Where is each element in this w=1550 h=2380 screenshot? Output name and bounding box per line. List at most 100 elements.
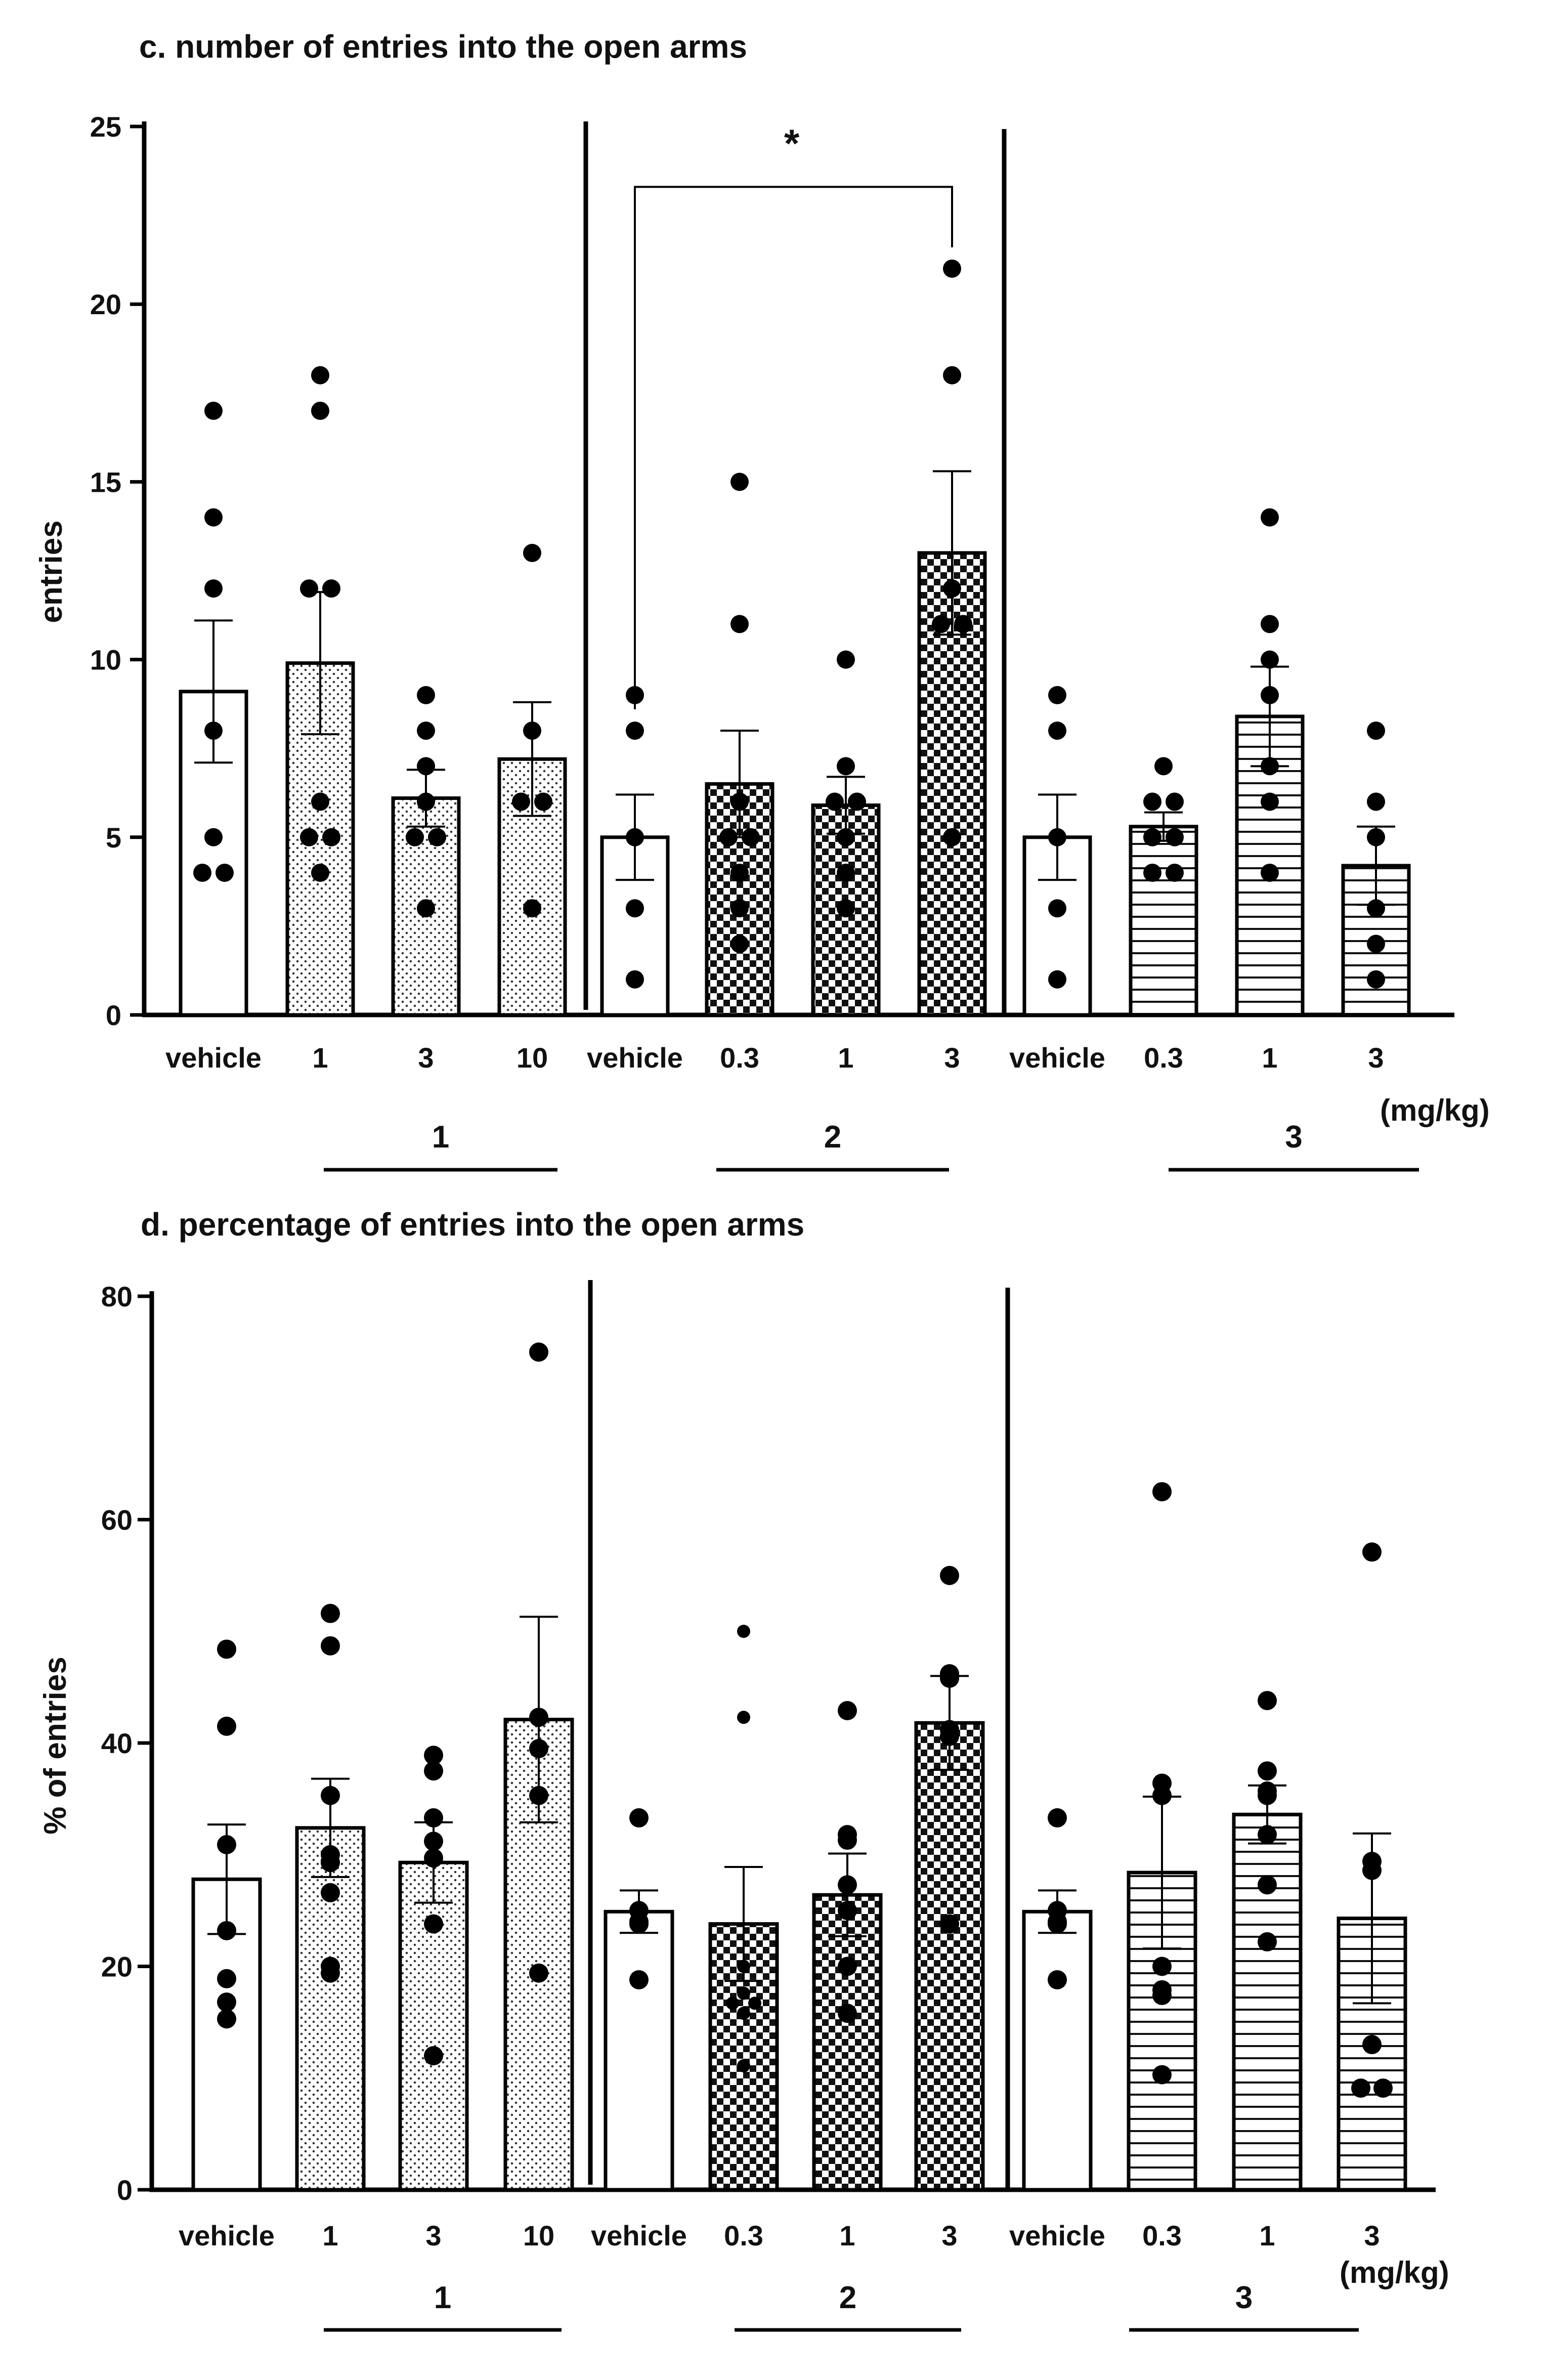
data-point <box>1367 721 1385 740</box>
x-tick-label: 0.3 <box>1144 1042 1183 1074</box>
x-tick-label: vehicle <box>165 1042 262 1074</box>
data-point <box>1143 864 1161 882</box>
data-point <box>529 1786 548 1805</box>
x-tick-label: 3 <box>1364 2220 1380 2251</box>
data-point <box>940 1726 959 1746</box>
x-tick-label: 3 <box>1368 1042 1384 1074</box>
bar <box>914 1721 985 2192</box>
group-label: 3 <box>1235 2280 1253 2315</box>
data-point <box>217 1921 236 1940</box>
data-point <box>417 792 435 811</box>
data-point <box>1143 828 1161 846</box>
y-tick-label: 80 <box>101 1281 133 1312</box>
data-point <box>1367 828 1385 846</box>
data-point <box>321 1963 340 1983</box>
data-point <box>940 1565 959 1585</box>
data-point <box>204 579 223 598</box>
data-point <box>1048 1808 1067 1828</box>
data-point <box>534 792 552 811</box>
data-point <box>954 615 972 633</box>
data-point <box>311 792 329 811</box>
data-point <box>529 1342 548 1362</box>
data-point <box>523 721 541 740</box>
data-point <box>737 1960 750 1973</box>
data-point <box>626 899 644 918</box>
data-point <box>193 864 211 882</box>
y-tick-label: 0 <box>106 999 121 1031</box>
data-point <box>217 1992 236 2012</box>
y-tick-label: 20 <box>90 288 121 320</box>
data-point <box>217 1716 236 1736</box>
data-point <box>424 1832 443 1851</box>
data-point <box>216 864 234 882</box>
data-point <box>1261 792 1279 811</box>
data-point <box>719 828 738 846</box>
x-tick-label: 10 <box>516 1042 548 1074</box>
data-point <box>730 473 749 491</box>
data-point <box>1258 1825 1277 1845</box>
significance-bracket <box>634 186 953 709</box>
bar <box>604 1909 674 2192</box>
data-point <box>217 1639 236 1659</box>
data-point <box>838 1957 857 1976</box>
data-point <box>1166 828 1184 846</box>
bar <box>1232 1812 1303 2192</box>
data-point <box>730 864 749 882</box>
data-point <box>1154 757 1173 776</box>
data-point <box>417 686 435 704</box>
data-point <box>737 1625 750 1638</box>
bar <box>398 1860 469 2192</box>
data-point <box>1351 2078 1370 2098</box>
data-point <box>626 721 644 740</box>
x-tick-label: 0.3 <box>720 1042 759 1074</box>
data-point <box>940 1668 959 1688</box>
data-point <box>1362 2035 1382 2055</box>
data-point <box>1143 792 1161 811</box>
data-point <box>730 899 749 918</box>
data-point <box>321 1636 340 1655</box>
data-point <box>838 2004 857 2023</box>
data-point <box>204 828 223 846</box>
chart-c-unit-label: (mg/kg) <box>1380 1093 1490 1127</box>
data-point <box>417 757 435 776</box>
data-point <box>1261 650 1279 669</box>
data-point <box>300 579 318 598</box>
data-point <box>1362 1542 1382 1562</box>
data-point <box>321 1853 340 1873</box>
y-tick-label: 0 <box>117 2174 133 2206</box>
data-point <box>217 2009 236 2029</box>
data-point <box>311 864 329 882</box>
data-point <box>730 615 749 633</box>
data-point <box>626 828 644 846</box>
data-point <box>1152 1957 1172 1976</box>
data-point <box>943 828 961 846</box>
data-point <box>529 1708 548 1727</box>
x-tick-label: 1 <box>1262 1042 1277 1074</box>
data-point <box>512 792 530 811</box>
data-point <box>1261 864 1279 882</box>
data-point <box>428 828 446 846</box>
data-point <box>322 828 340 846</box>
chart-c-title: c. number of entries into the open arms <box>139 28 747 65</box>
data-point <box>838 1875 857 1895</box>
bar <box>1129 825 1198 1017</box>
y-tick-label: 15 <box>90 466 121 498</box>
data-point <box>1048 721 1066 740</box>
chart-panel-c: c. number of entries into the open arms … <box>34 28 1490 1172</box>
data-point <box>1048 899 1066 918</box>
group-label: 1 <box>432 1120 449 1155</box>
data-point <box>629 1914 649 1934</box>
data-point <box>1166 792 1184 811</box>
data-point <box>406 828 424 846</box>
x-tick-label: 0.3 <box>1142 2220 1182 2251</box>
y-tick-label: 40 <box>101 1727 133 1759</box>
data-point <box>217 1835 236 1854</box>
data-point <box>943 579 961 598</box>
data-point <box>838 1831 857 1850</box>
data-point <box>424 1761 443 1781</box>
bar <box>1022 1909 1093 2192</box>
data-point <box>737 1986 750 2000</box>
data-point <box>311 366 329 385</box>
data-point <box>1258 1761 1277 1781</box>
